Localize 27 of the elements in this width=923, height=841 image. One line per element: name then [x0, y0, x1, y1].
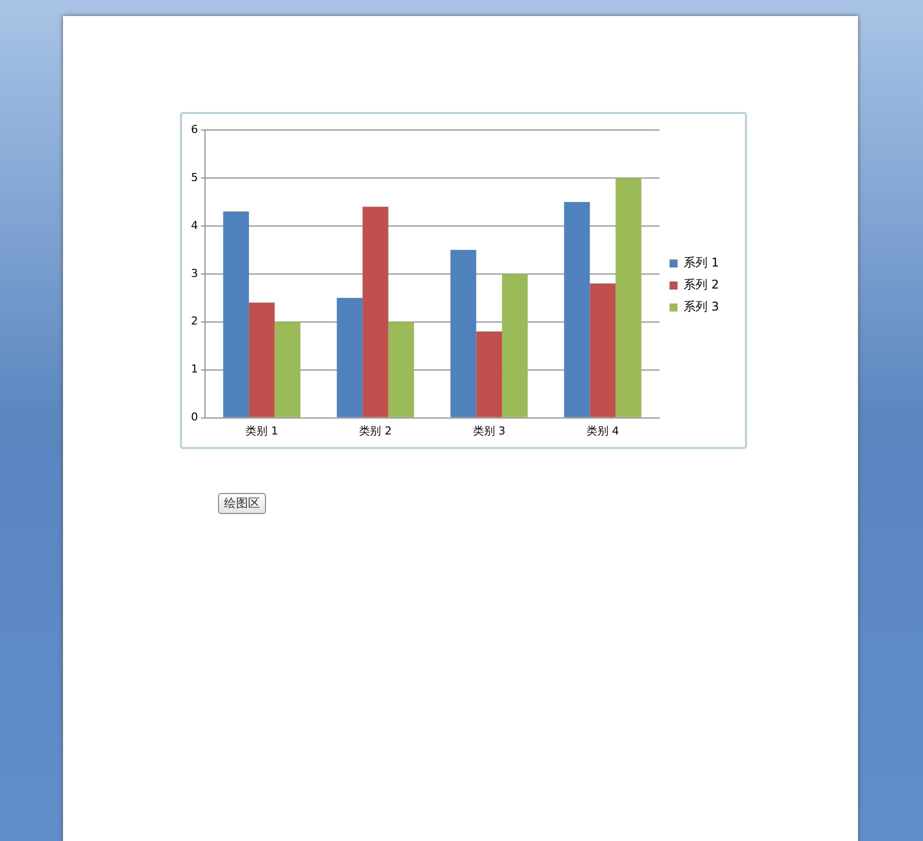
bar — [274, 322, 300, 418]
bar — [388, 322, 414, 418]
bar — [476, 331, 502, 418]
bar — [590, 283, 616, 418]
bar — [362, 206, 388, 418]
x-tick-label: 类别 1 — [246, 424, 278, 438]
legend-label: 系列 2 — [684, 278, 720, 292]
bar — [450, 250, 476, 418]
legend-label: 系列 3 — [684, 300, 720, 314]
bar — [248, 302, 275, 418]
y-tick-label: 0 — [191, 410, 198, 424]
bar — [336, 298, 363, 418]
y-tick-label: 4 — [191, 218, 198, 232]
text: 绘图区 — [218, 493, 266, 514]
x-tick-label: 类别 3 — [472, 424, 506, 438]
bar — [564, 202, 590, 418]
y-tick-label: 3 — [191, 266, 198, 280]
y-tick-label: 1 — [191, 362, 198, 376]
x-tick-label: 类别 4 — [586, 424, 619, 438]
bar — [223, 212, 249, 418]
x-tick-label: 类别 2 — [359, 424, 392, 438]
y-tick-label: 6 — [191, 122, 198, 136]
legend-label: 系列 1 — [684, 256, 720, 270]
y-tick-label: 5 — [191, 170, 198, 184]
bar — [502, 274, 528, 418]
y-tick-label: 2 — [191, 314, 198, 328]
bar — [616, 178, 642, 418]
